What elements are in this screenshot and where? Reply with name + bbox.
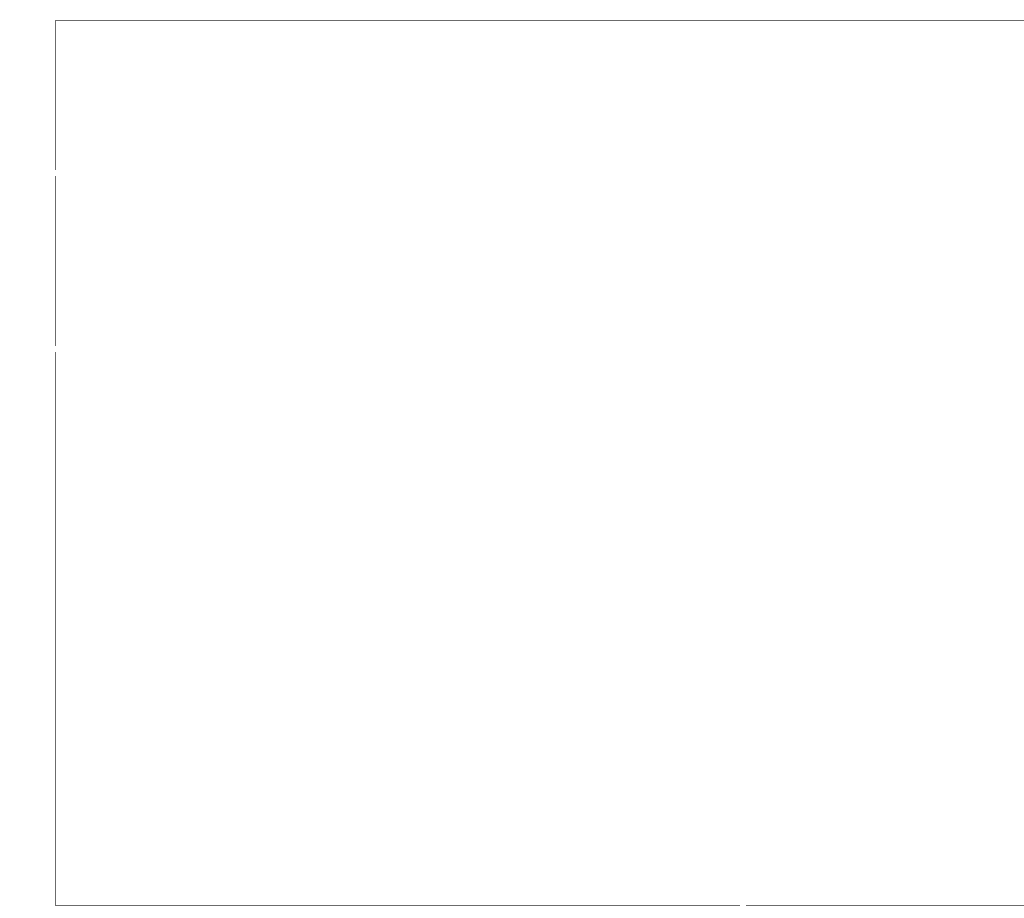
blank-canvas-page	[55, 20, 1024, 906]
empty-frame-outline	[55, 20, 1024, 906]
